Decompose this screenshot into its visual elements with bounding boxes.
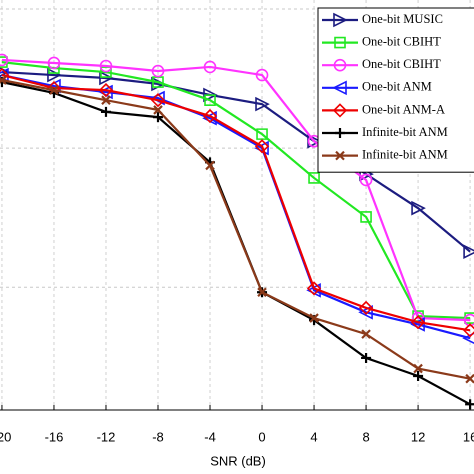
- marker: [47, 67, 62, 83]
- marker: [255, 96, 270, 112]
- marker: [361, 329, 371, 339]
- legend-marker: [334, 36, 346, 49]
- marker: [255, 68, 269, 82]
- marker: [100, 106, 111, 117]
- legend-label: One-bit MUSIC: [362, 12, 443, 26]
- marker: [358, 305, 373, 320]
- x-tick-label: -8: [152, 429, 164, 444]
- marker: [465, 373, 474, 384]
- marker: [205, 160, 215, 171]
- marker: [151, 64, 165, 78]
- x-tick-label: -4: [204, 429, 216, 444]
- marker: [463, 313, 474, 327]
- marker: [465, 399, 474, 410]
- marker: [413, 370, 424, 381]
- legend-marker: [332, 80, 347, 96]
- marker: [153, 112, 163, 123]
- marker: [256, 128, 268, 140]
- marker: [462, 323, 474, 338]
- marker: [308, 172, 320, 184]
- legend-label: Infinite-bit ANM: [362, 125, 448, 139]
- legend-label: One-bit ANM-A: [362, 102, 445, 116]
- legend-marker: [335, 128, 345, 138]
- legend-marker: [333, 58, 347, 72]
- marker: [99, 70, 114, 86]
- marker: [47, 56, 61, 70]
- marker: [0, 53, 9, 67]
- legend-box: [317, 7, 474, 173]
- legend-marker: [332, 103, 348, 118]
- series: [0, 56, 474, 324]
- marker: [410, 315, 426, 330]
- marker: [309, 313, 319, 323]
- series: [0, 53, 474, 327]
- marker: [306, 281, 322, 296]
- legend-label: One-bit CBIHT: [362, 34, 441, 48]
- marker: [203, 87, 218, 103]
- series: [0, 75, 474, 384]
- x-tick-label: -12: [97, 429, 116, 444]
- marker: [152, 76, 164, 88]
- x-tick-label: -20: [0, 429, 11, 444]
- marker: [203, 60, 217, 74]
- marker: [358, 300, 374, 316]
- marker: [98, 82, 114, 98]
- marker: [413, 363, 423, 374]
- marker: [254, 139, 270, 154]
- marker: [204, 94, 216, 106]
- marker: [99, 59, 113, 73]
- marker: [49, 85, 59, 95]
- legend-marker: [335, 150, 345, 161]
- series-line: [1, 61, 471, 320]
- marker: [153, 105, 163, 115]
- series-line: [1, 58, 471, 322]
- legend-label: One-bit CBIHT: [362, 57, 441, 71]
- x-tick-label: 12: [411, 429, 425, 444]
- marker: [257, 287, 267, 298]
- series: [0, 67, 474, 338]
- x-tick-label: 0: [258, 429, 265, 444]
- x-tick-label: -16: [45, 429, 64, 444]
- marker: [101, 95, 111, 105]
- marker: [360, 211, 372, 223]
- marker: [0, 56, 8, 68]
- marker: [0, 75, 7, 85]
- marker: [463, 244, 474, 259]
- x-tick-label: 4: [310, 429, 317, 444]
- series-line: [1, 73, 471, 332]
- legend-marker: [333, 12, 348, 28]
- x-tick-label: 16: [463, 429, 474, 444]
- x-tick-label: 8: [362, 429, 369, 444]
- marker: [361, 352, 372, 363]
- marker: [411, 200, 426, 216]
- series-line: [1, 70, 471, 253]
- marker: [359, 173, 373, 187]
- series-line: [1, 79, 471, 380]
- legend-label: Infinite-bit ANM: [362, 147, 448, 161]
- legend-label: One-bit ANM: [362, 80, 432, 94]
- marker: [150, 93, 166, 108]
- x-axis-label: SNR (dB): [210, 453, 266, 468]
- marker: [202, 108, 218, 124]
